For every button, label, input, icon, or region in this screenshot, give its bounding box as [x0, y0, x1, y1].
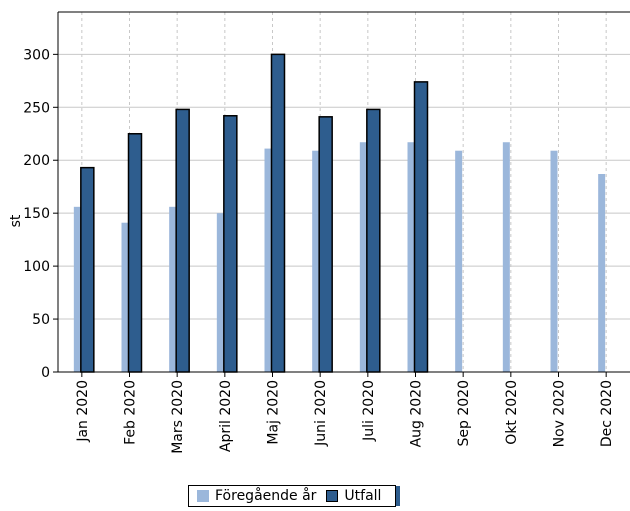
legend-swatch-previous-year — [197, 490, 209, 502]
gridlines — [58, 12, 630, 372]
legend-swatch-outcome — [326, 490, 339, 502]
legend: Föregående år Utfall — [188, 485, 401, 507]
x-tick-label: Jan 2020 — [75, 380, 91, 443]
bar-previous-year — [312, 150, 320, 372]
y-tick-label: 200 — [23, 153, 50, 169]
bar-previous-year — [73, 206, 81, 372]
x-tick-label: Dec 2020 — [599, 380, 615, 447]
y-tick-label: 150 — [23, 206, 50, 222]
bar-previous-year — [455, 150, 463, 372]
x-tick-label: April 2020 — [218, 380, 234, 452]
x-tick-label: Sep 2020 — [456, 380, 472, 446]
legend-item-previous-year: Föregående år — [197, 488, 316, 504]
bar-outcome — [270, 53, 286, 373]
x-tick-label: Okt 2020 — [504, 380, 520, 445]
x-tick-label: Feb 2020 — [123, 380, 139, 445]
x-tick-label: Mars 2020 — [170, 380, 186, 454]
bar-outcome — [127, 133, 143, 373]
x-tick-label: Nov 2020 — [552, 380, 568, 447]
legend-edge-decoration — [396, 486, 401, 506]
x-tick-label: Juni 2020 — [313, 380, 329, 447]
bar-previous-year — [121, 222, 129, 372]
bar-previous-year — [264, 148, 272, 372]
bar-outcome — [366, 108, 381, 373]
bar-chart: 0 50 100 150 200 250 300 Jan 2020 Feb 2020 Mars 2… — [8, 11, 630, 454]
bar-previous-year — [550, 150, 558, 372]
bar-outcome — [80, 166, 95, 373]
bar-previous-year — [169, 206, 177, 372]
bar-previous-year — [407, 142, 415, 372]
y-tick-label: 300 — [23, 47, 50, 63]
bar-previous-year — [216, 213, 224, 372]
bar-previous-year — [359, 142, 367, 372]
bar-previous-year — [502, 142, 510, 372]
legend-label-outcome: Utfall — [344, 488, 382, 504]
x-tick-label: Juli 2020 — [361, 380, 377, 442]
legend-item-outcome: Utfall — [326, 488, 381, 504]
y-tick-label: 250 — [23, 100, 50, 116]
x-tick-label: Aug 2020 — [409, 380, 425, 447]
y-tick-label: 100 — [23, 259, 50, 275]
bar-outcome — [223, 115, 238, 373]
y-tick-label: 0 — [41, 365, 50, 381]
axes: 0 50 100 150 200 250 300 Jan 2020 Feb 2020 Mars 2… — [23, 11, 630, 454]
bar-outcome — [175, 108, 190, 373]
bar-outcome — [413, 81, 429, 373]
bar-previous-year — [598, 174, 606, 372]
x-tick-label: Maj 2020 — [266, 380, 282, 445]
legend-label-previous-year: Föregående år — [215, 488, 317, 504]
bar-outcome — [318, 116, 333, 373]
y-tick-label: 50 — [32, 312, 50, 328]
y-axis-label: st — [8, 214, 24, 227]
